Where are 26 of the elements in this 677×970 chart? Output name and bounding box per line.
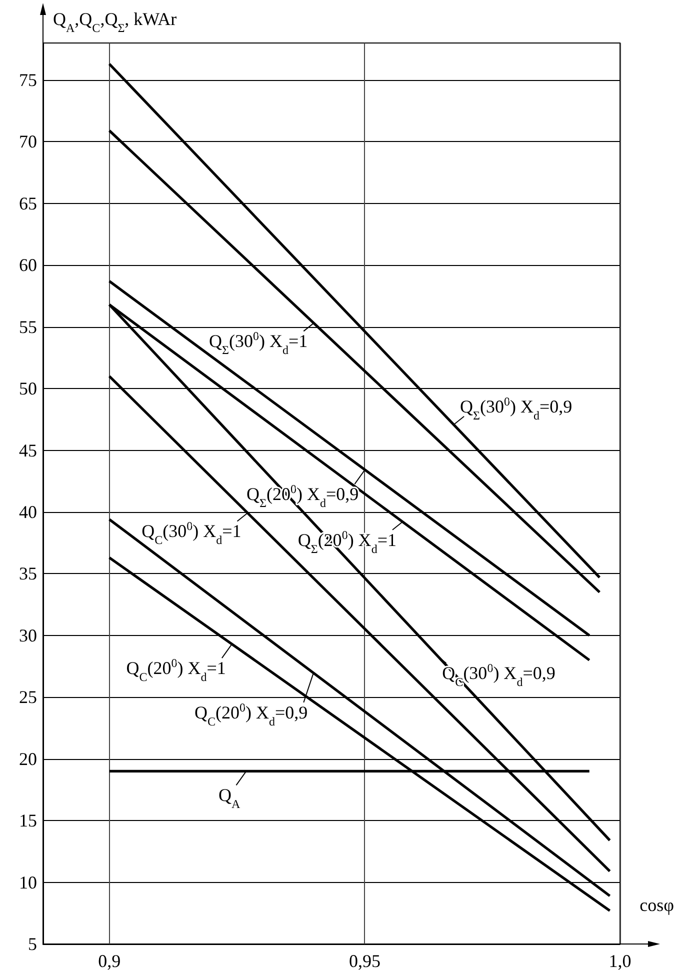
y-tick-label: 50 — [19, 378, 37, 399]
x-tick-label: 1,0 — [608, 951, 632, 970]
y-tick-label: 25 — [19, 687, 37, 708]
x-tick-label: 0,9 — [98, 951, 121, 970]
y-tick-label: 45 — [19, 440, 37, 460]
x-tick-label: 0,95 — [348, 951, 380, 970]
annotation: Q$_{Σ}$(30$^{0}$) X$_{d}$=0,9 — [460, 394, 572, 422]
annotation: Q$_{C}$(20$^{0}$) X$_{d}$=0,9 — [194, 700, 308, 728]
x-axis-title: cosφ — [640, 895, 674, 915]
annotation: Q$_{Σ}$(30$^{0}$) X$_{d}$=1 — [208, 329, 308, 358]
annotation: Q$_{C}$(30$^{0}$) X$_{d}$=1 — [142, 519, 242, 548]
y-axis-title: Q$_{A}$,Q$_{C}$,Q$_{Σ}$, kWAr — [53, 9, 177, 35]
y-tick-label: 65 — [19, 193, 37, 214]
y-tick-label: 15 — [19, 810, 37, 831]
y-tick-label: 30 — [19, 625, 37, 646]
y-tick-label: 55 — [19, 316, 37, 337]
y-tick-label: 10 — [19, 872, 37, 892]
annotation: Q$_{C}$(20$^{0}$) X$_{d}$=1 — [126, 656, 226, 684]
y-tick-label: 5 — [28, 934, 37, 954]
y-tick-label: 70 — [19, 132, 37, 152]
y-tick-label: 40 — [19, 502, 37, 522]
y-tick-label: 75 — [19, 70, 37, 90]
y-tick-label: 60 — [19, 255, 37, 276]
annotation: Q$_{A}$ — [218, 785, 241, 812]
y-tick-label: 20 — [19, 748, 37, 769]
y-tick-label: 35 — [19, 564, 37, 584]
